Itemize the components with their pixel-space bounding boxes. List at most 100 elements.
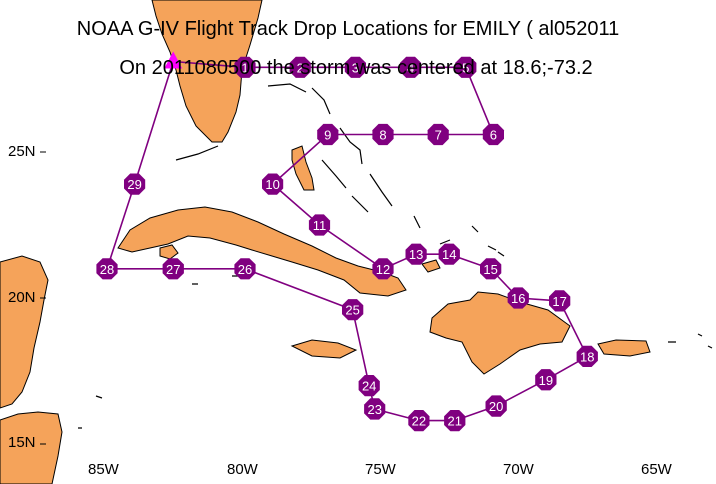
drop-octagon [535,369,557,391]
drop-marker-17: 17 [549,290,571,312]
central-bahamas-islands [351,173,393,213]
drop-marker-21: 21 [444,410,466,432]
drop-marker-16: 16 [507,287,529,309]
drop-octagon [162,258,184,280]
drop-label: 21 [448,414,462,429]
florida-keys [175,145,219,161]
drop-label: 10 [265,177,279,192]
drop-label: 12 [376,262,390,277]
drop-marker-14: 14 [438,243,460,265]
great-inagua-island [421,259,441,273]
drop-octagon [308,214,331,236]
drop-octagon [455,56,477,78]
puerto-rico-landmass [597,339,651,357]
cuba-landmass [117,206,407,297]
drop-marker-5: 5 [455,56,477,78]
drop-octagon [289,56,311,78]
drop-label: 22 [412,414,426,429]
drop-label: 24 [362,379,376,394]
drop-octagon [444,410,466,432]
drop-marker-11: 11 [308,214,331,236]
small-cays [78,395,103,429]
drop-label: 11 [313,218,327,233]
drop-label: 16 [511,291,525,306]
drop-octagon [576,345,598,367]
drop-octagon [480,258,502,280]
drop-marker-13: 13 [405,243,427,265]
drop-marker-19: 19 [535,369,557,391]
drop-marker-15: 15 [480,258,502,280]
drop-marker-12: 12 [372,258,394,280]
drop-label: 18 [580,349,594,364]
drop-marker-28: 28 [96,258,118,280]
isla-de-la-juventud [159,244,179,260]
drop-octagon [507,287,529,309]
drop-label: 3 [352,60,359,75]
drop-label: 28 [100,262,114,277]
lon-label-80w: 80W [227,461,258,478]
drop-label: 5 [462,60,469,75]
drop-marker-24: 24 [358,375,380,397]
drop-marker-7: 7 [427,123,449,146]
drop-marker-6: 6 [482,123,504,146]
drop-marker-20: 20 [485,395,507,417]
drop-label: 13 [409,247,423,262]
exuma-islands [321,159,347,189]
lon-label-65w: 65W [641,461,672,478]
drop-label: 7 [435,127,442,142]
drop-marker-4: 4 [400,56,422,78]
drop-label: 20 [489,399,503,414]
drop-label: 1 [241,60,248,75]
drop-label: 4 [407,60,414,75]
lat-label-25n: 25N [8,143,36,160]
lat-label-15n: 15N [8,434,36,451]
drop-octagon [342,299,364,321]
graticule-ticks [40,151,46,445]
yucatan-landmass [0,255,49,409]
drop-octagon [358,375,380,397]
drop-label: 6 [490,127,497,142]
drop-marker-25: 25 [342,299,364,321]
drop-marker-10: 10 [262,173,284,195]
drop-marker-3: 3 [344,56,366,78]
drop-label: 25 [345,303,359,318]
drop-marker-29: 29 [124,173,146,195]
jamaica-landmass [290,339,358,359]
central-america-landmass [0,411,63,484]
drop-marker-18: 18 [576,345,598,367]
drop-octagon [438,243,460,265]
drop-octagon [364,398,386,420]
drop-octagon [262,173,284,195]
lon-label-70w: 70W [503,461,534,478]
cayman-islands [192,275,238,285]
drop-octagon [372,258,394,280]
drop-octagon [400,56,422,78]
southern-bahamas-islands [413,215,505,257]
drop-marker-23: 23 [364,398,386,420]
drop-octagon [344,56,366,78]
drop-octagon [485,395,507,417]
hispaniola-landmass [429,291,571,375]
drop-label: 15 [483,262,497,277]
map-subtitle: On 2011080500 the storm was centered at … [119,57,593,79]
drop-octagon [317,123,339,146]
virgin-islands [668,333,713,349]
drop-marker-1: 1 [234,56,256,78]
lat-label-20n: 20N [8,289,36,306]
lon-label-75w: 75W [365,461,396,478]
florida-landmass [151,0,263,143]
drop-marker-8: 8 [372,123,394,146]
drop-label: 23 [367,402,381,417]
drop-octagon [372,123,394,146]
drop-label: 19 [539,373,553,388]
lon-label-85w: 85W [88,461,119,478]
drop-label: 26 [238,262,252,277]
drop-marker-27: 27 [162,258,184,280]
drop-label: 8 [379,127,386,142]
drop-octagon [124,173,146,195]
drop-octagon [234,56,256,78]
